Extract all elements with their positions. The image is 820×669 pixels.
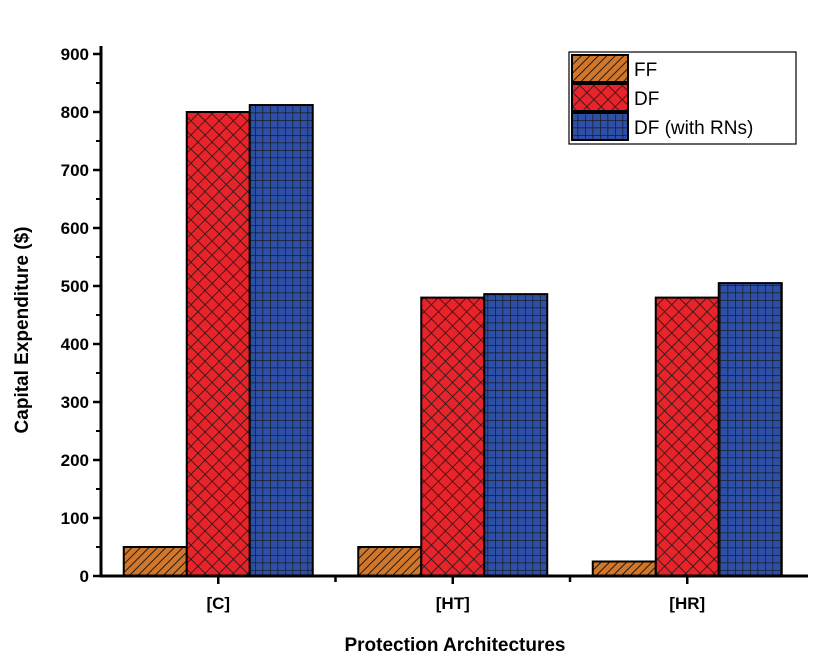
bar-df-with-rns--hr — [717, 282, 783, 577]
x-tick-label: [HT] — [436, 594, 470, 613]
y-tick-label: 700 — [61, 161, 89, 180]
legend-label: FF — [634, 60, 657, 81]
y-tick-label: 500 — [61, 277, 89, 296]
bar-df-hr — [654, 296, 720, 577]
legend-label: DF — [634, 89, 659, 110]
y-tick-label: 100 — [61, 509, 89, 528]
y-axis-title: Capital Expenditure ($) — [12, 227, 33, 434]
y-tick-label: 300 — [61, 393, 89, 412]
bar-df-c — [185, 111, 251, 577]
bar-ff-hr — [591, 560, 657, 577]
x-tick-label: [HR] — [669, 594, 705, 613]
axes: [C] [HT] [HR] 0 100 200 300 400 500 600 700 800 900 — [61, 45, 808, 613]
bars-layer — [122, 104, 783, 577]
y-tick-label: 800 — [61, 103, 89, 122]
legend-swatch — [571, 112, 629, 141]
legend: FF DF DF (with RNs) — [568, 51, 797, 145]
x-tick-label: [C] — [206, 594, 230, 613]
y-tick-label: 400 — [61, 335, 89, 354]
y-tick-label: 200 — [61, 451, 89, 470]
bar-ff-ht — [357, 546, 423, 577]
legend-label: DF (with RNs) — [634, 118, 753, 139]
bar-ff-c — [122, 546, 188, 577]
bar-df-ht — [420, 296, 486, 577]
y-tick-label: 0 — [80, 567, 89, 586]
y-tick-label: 600 — [61, 219, 89, 238]
bar-df-with-rns--c — [248, 104, 314, 577]
y-tick-label: 900 — [61, 45, 89, 64]
bar-df-with-rns--ht — [483, 293, 549, 577]
x-axis-title: Protection Architectures — [344, 635, 565, 656]
legend-swatch — [571, 83, 629, 112]
legend-swatch — [571, 54, 629, 83]
